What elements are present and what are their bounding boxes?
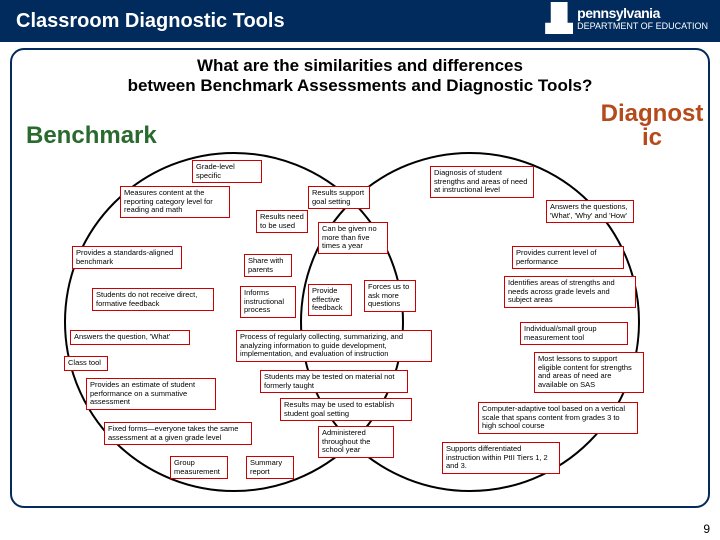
box-results-goal: Results support goal setting	[308, 186, 370, 209]
slide-number: 9	[703, 522, 710, 536]
box-establish-goal: Results may be used to establish student…	[280, 398, 412, 421]
box-standards-aligned: Provides a standards-aligned benchmark	[72, 246, 182, 269]
box-summary-report: Summary report	[246, 456, 294, 479]
box-process-collecting: Process of regularly collecting, summari…	[236, 330, 432, 362]
logo-text: pennsylvania DEPARTMENT OF EDUCATION	[577, 5, 708, 31]
venn-diagram: Grade-level specific Measures content at…	[12, 146, 708, 506]
box-identifies-areas: Identifies areas of strengths and needs …	[504, 276, 636, 308]
box-diagnosis-strengths: Diagnosis of student strengths and areas…	[430, 166, 534, 198]
question-line2: between Benchmark Assessments and Diagno…	[22, 76, 698, 96]
box-administered-year: Administered throughout the school year	[318, 426, 394, 458]
box-lessons-sas: Most lessons to support eligible content…	[534, 352, 644, 393]
box-grade-level: Grade-level specific	[192, 160, 262, 183]
diagnostic-label: Diagnost ic	[592, 102, 712, 150]
box-measures-content: Measures content at the reporting catego…	[120, 186, 230, 218]
box-more-questions: Forces us to ask more questions	[364, 280, 416, 312]
box-answers-what: Answers the question, 'What'	[70, 330, 190, 345]
box-class-tool: Class tool	[64, 356, 108, 371]
box-what-why-how: Answers the questions, 'What', 'Why' and…	[546, 200, 634, 223]
box-share-parents: Share with parents	[244, 254, 292, 277]
box-five-times: Can be given no more than five times a y…	[318, 222, 388, 254]
box-effective-feedback: Provide effective feedback	[308, 284, 352, 316]
box-group-measurement: Group measurement	[170, 456, 228, 479]
box-differentiated-instruction: Supports differentiated instruction with…	[442, 442, 560, 474]
header-bar: Classroom Diagnostic Tools pennsylvania …	[0, 0, 720, 42]
box-individual-small-group: Individual/small group measurement tool	[520, 322, 628, 345]
keystone-icon	[545, 2, 573, 34]
content-panel: What are the similarities and difference…	[10, 48, 710, 508]
header-title: Classroom Diagnostic Tools	[16, 10, 285, 33]
box-fixed-forms: Fixed forms—everyone takes the same asse…	[104, 422, 252, 445]
logo-sub: DEPARTMENT OF EDUCATION	[577, 21, 708, 31]
box-current-level: Provides current level of performance	[512, 246, 624, 269]
logo-main: pennsylvania	[577, 5, 660, 21]
box-results-used: Results need to be used	[256, 210, 308, 233]
box-not-formerly-taught: Students may be tested on material not f…	[260, 370, 408, 393]
question-line1: What are the similarities and difference…	[22, 56, 698, 76]
box-estimate-summative: Provides an estimate of student performa…	[86, 378, 216, 410]
box-no-direct-feedback: Students do not receive direct, formativ…	[92, 288, 214, 311]
box-informs-process: Informs instructional process	[240, 286, 296, 318]
pa-dept-ed-logo: pennsylvania DEPARTMENT OF EDUCATION	[545, 2, 708, 34]
box-computer-adaptive: Computer-adaptive tool based on a vertic…	[478, 402, 638, 434]
